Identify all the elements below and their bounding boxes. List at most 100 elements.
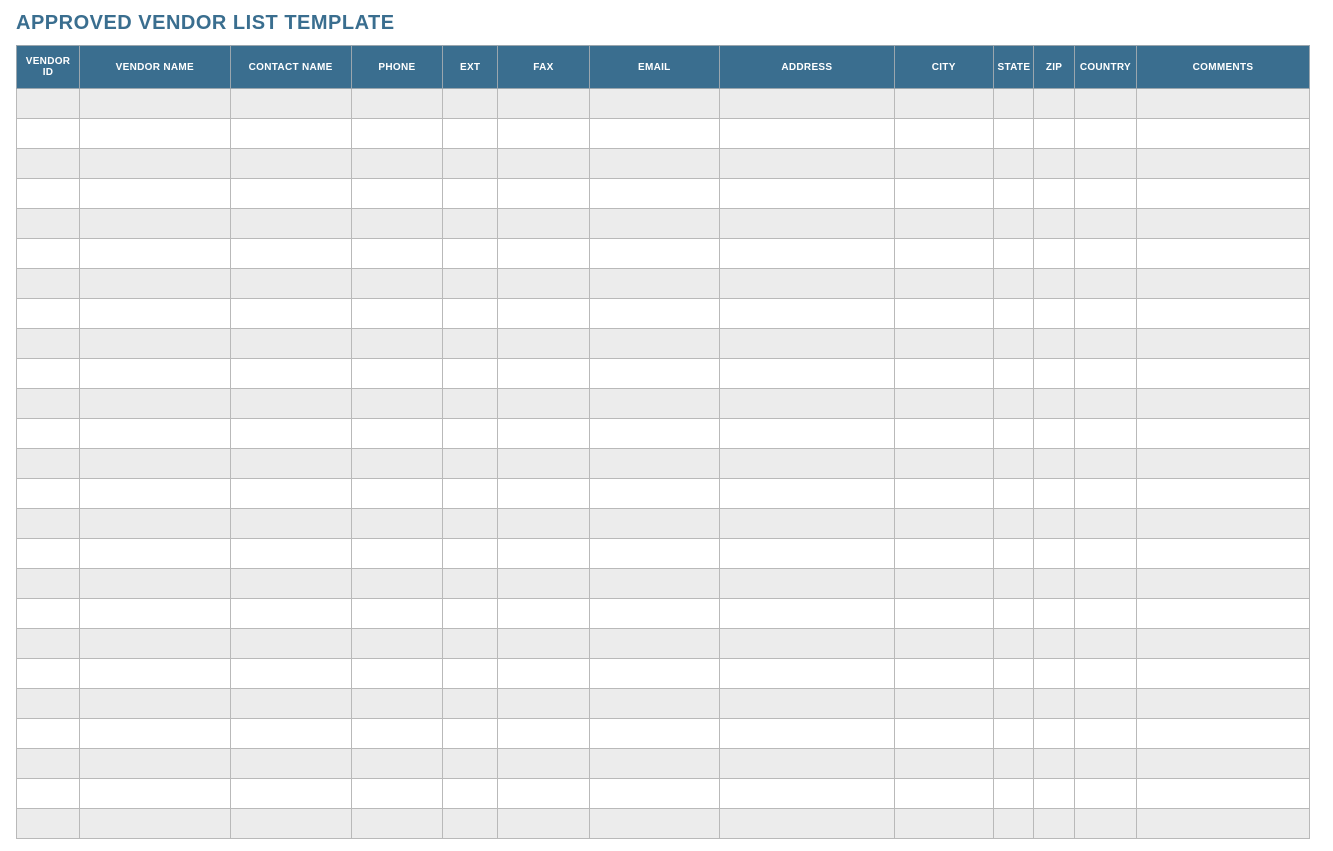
table-cell[interactable] [498,119,590,149]
table-cell[interactable] [17,779,80,809]
table-cell[interactable] [1034,419,1075,449]
table-cell[interactable] [351,599,443,629]
table-cell[interactable] [351,179,443,209]
table-cell[interactable] [230,119,351,149]
table-cell[interactable] [498,779,590,809]
table-cell[interactable] [894,479,993,509]
table-cell[interactable] [17,299,80,329]
table-cell[interactable] [80,719,231,749]
table-cell[interactable] [443,749,498,779]
table-cell[interactable] [1074,749,1136,779]
table-cell[interactable] [351,269,443,299]
table-cell[interactable] [443,569,498,599]
table-cell[interactable] [17,149,80,179]
table-cell[interactable] [351,719,443,749]
table-cell[interactable] [80,569,231,599]
table-cell[interactable] [1074,509,1136,539]
table-cell[interactable] [993,389,1034,419]
table-cell[interactable] [589,149,719,179]
table-cell[interactable] [1136,389,1309,419]
table-cell[interactable] [498,209,590,239]
table-cell[interactable] [719,389,894,419]
table-cell[interactable] [17,569,80,599]
table-cell[interactable] [351,479,443,509]
table-cell[interactable] [1136,659,1309,689]
table-cell[interactable] [443,449,498,479]
table-cell[interactable] [1034,89,1075,119]
table-cell[interactable] [443,89,498,119]
table-cell[interactable] [17,809,80,839]
table-cell[interactable] [589,779,719,809]
table-cell[interactable] [1034,299,1075,329]
table-cell[interactable] [993,479,1034,509]
table-cell[interactable] [1034,779,1075,809]
table-cell[interactable] [351,239,443,269]
table-cell[interactable] [719,719,894,749]
table-cell[interactable] [351,749,443,779]
table-cell[interactable] [498,479,590,509]
table-cell[interactable] [17,89,80,119]
table-cell[interactable] [498,239,590,269]
table-cell[interactable] [1136,449,1309,479]
table-cell[interactable] [719,209,894,239]
table-cell[interactable] [719,779,894,809]
table-cell[interactable] [230,389,351,419]
table-cell[interactable] [719,479,894,509]
table-cell[interactable] [719,149,894,179]
table-cell[interactable] [993,149,1034,179]
table-cell[interactable] [230,479,351,509]
table-cell[interactable] [719,629,894,659]
table-cell[interactable] [443,539,498,569]
table-cell[interactable] [1034,629,1075,659]
table-cell[interactable] [230,719,351,749]
table-cell[interactable] [1074,239,1136,269]
table-cell[interactable] [443,179,498,209]
table-cell[interactable] [993,239,1034,269]
table-cell[interactable] [1034,209,1075,239]
table-cell[interactable] [993,809,1034,839]
table-cell[interactable] [1034,749,1075,779]
table-cell[interactable] [498,389,590,419]
table-cell[interactable] [1136,569,1309,599]
table-cell[interactable] [80,299,231,329]
table-cell[interactable] [80,479,231,509]
table-cell[interactable] [17,209,80,239]
table-cell[interactable] [351,89,443,119]
table-cell[interactable] [1034,659,1075,689]
table-cell[interactable] [230,239,351,269]
table-cell[interactable] [498,599,590,629]
table-cell[interactable] [589,629,719,659]
table-cell[interactable] [17,629,80,659]
table-cell[interactable] [589,569,719,599]
table-cell[interactable] [230,749,351,779]
table-cell[interactable] [894,599,993,629]
table-cell[interactable] [993,599,1034,629]
table-cell[interactable] [589,269,719,299]
table-cell[interactable] [1136,419,1309,449]
table-cell[interactable] [1074,389,1136,419]
table-cell[interactable] [17,539,80,569]
table-cell[interactable] [498,539,590,569]
table-cell[interactable] [17,479,80,509]
table-cell[interactable] [1074,719,1136,749]
table-cell[interactable] [894,179,993,209]
table-cell[interactable] [1136,89,1309,119]
table-cell[interactable] [1074,599,1136,629]
table-cell[interactable] [80,149,231,179]
table-cell[interactable] [1034,479,1075,509]
table-cell[interactable] [894,149,993,179]
table-cell[interactable] [230,269,351,299]
table-cell[interactable] [80,89,231,119]
table-cell[interactable] [498,659,590,689]
table-cell[interactable] [1136,479,1309,509]
table-cell[interactable] [719,539,894,569]
table-cell[interactable] [1074,359,1136,389]
table-cell[interactable] [17,599,80,629]
table-cell[interactable] [230,629,351,659]
table-cell[interactable] [993,509,1034,539]
table-cell[interactable] [230,599,351,629]
table-cell[interactable] [351,779,443,809]
table-cell[interactable] [17,269,80,299]
table-cell[interactable] [993,719,1034,749]
table-cell[interactable] [1034,449,1075,479]
